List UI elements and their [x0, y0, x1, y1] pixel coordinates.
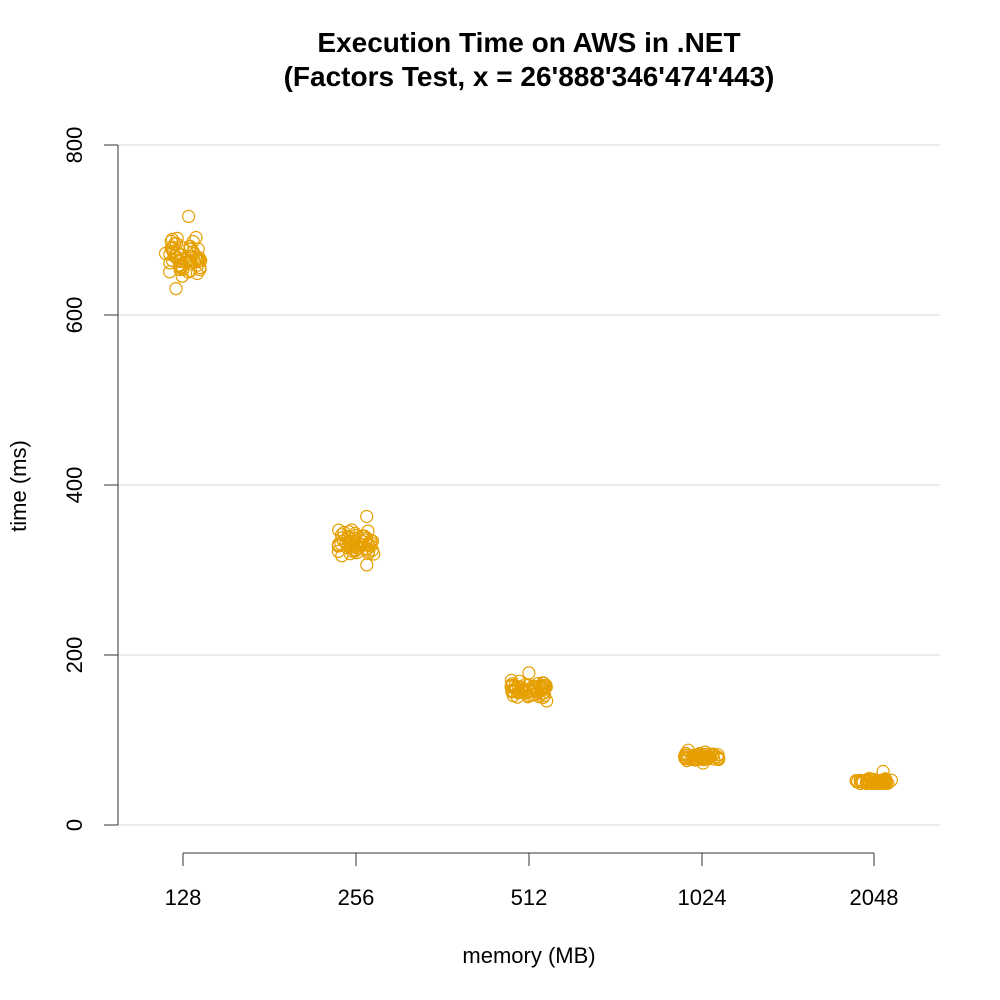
data-point — [168, 249, 182, 263]
data-point — [342, 535, 356, 549]
data-point — [163, 265, 177, 279]
data-point — [188, 255, 202, 269]
data-point — [540, 694, 554, 708]
data-point — [704, 748, 718, 762]
data-point — [360, 558, 374, 572]
data-point — [340, 541, 354, 555]
data-point — [532, 689, 546, 704]
data-point — [166, 240, 180, 254]
data-point — [680, 753, 694, 768]
data-point — [526, 679, 540, 693]
x-tick-label: 2048 — [850, 885, 899, 910]
data-point — [341, 529, 355, 544]
chart-subtitle: (Factors Test, x = 26'888'346'474'443) — [284, 61, 775, 92]
y-tick-label: 200 — [62, 637, 87, 674]
data-point — [165, 232, 179, 246]
gridlines — [118, 144, 940, 826]
data-point — [182, 209, 196, 223]
y-tick-label: 0 — [62, 819, 87, 831]
data-point — [699, 749, 714, 763]
data-point — [512, 674, 526, 688]
data-point — [175, 269, 189, 283]
data-point — [179, 255, 193, 269]
data-point — [176, 262, 190, 276]
data-point — [873, 775, 887, 789]
data-point — [536, 690, 550, 705]
y-tick-label: 400 — [62, 467, 87, 504]
x-axis-label: memory (MB) — [462, 943, 595, 968]
data-point — [183, 240, 197, 254]
data-point — [361, 544, 376, 559]
data-point — [360, 509, 374, 524]
x-tick-label: 1024 — [678, 885, 727, 910]
data-point — [505, 678, 519, 693]
x-tick-label: 512 — [511, 885, 548, 910]
chart-title: Execution Time on AWS in .NET — [317, 27, 740, 58]
y-axis-label: time (ms) — [6, 440, 31, 532]
data-point — [522, 666, 536, 680]
data-point — [678, 748, 692, 762]
data-point — [510, 690, 525, 704]
data-point — [189, 230, 203, 245]
data-point — [352, 537, 367, 552]
data-points — [158, 209, 899, 791]
x-tick-label: 128 — [165, 885, 202, 910]
data-point — [194, 253, 208, 268]
x-tick-label: 256 — [338, 885, 375, 910]
y-tick-label: 800 — [62, 127, 87, 164]
axes: 0 200 400 600 800 128 256 512 1024 2048 — [62, 127, 898, 910]
data-point — [355, 534, 369, 549]
data-point — [538, 688, 552, 703]
data-point — [712, 752, 726, 766]
y-tick-label: 600 — [62, 297, 87, 334]
data-point — [702, 751, 716, 765]
data-point — [169, 282, 183, 296]
